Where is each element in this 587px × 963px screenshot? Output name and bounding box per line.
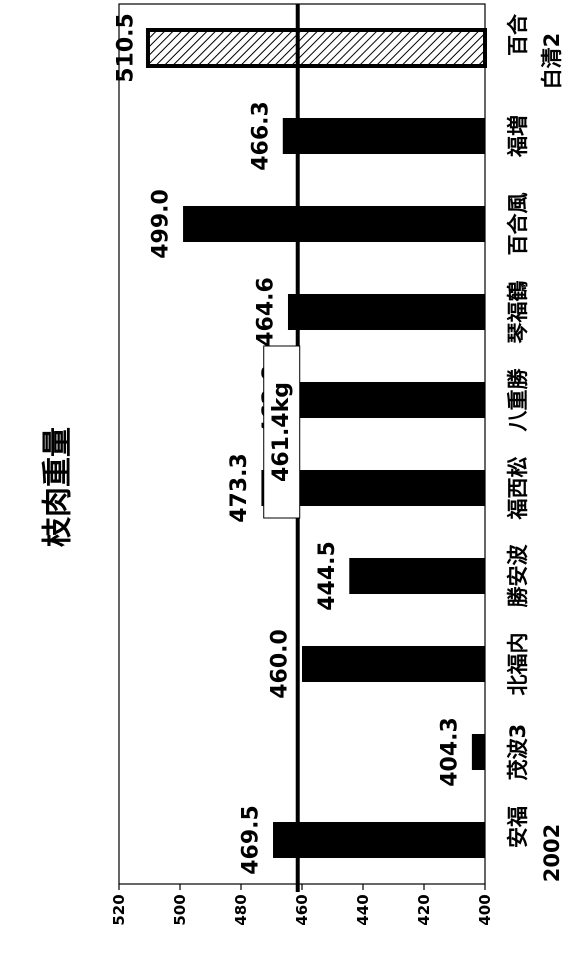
tick-label: 520: [110, 894, 128, 925]
tick-label: 420: [415, 894, 433, 925]
bar-highlighted: [145, 28, 487, 68]
category-label: 福西松: [506, 457, 530, 521]
bar: [471, 734, 485, 770]
tick-label: 480: [232, 894, 250, 925]
tick-label: 440: [354, 894, 372, 925]
category-label: 安福: [506, 806, 530, 848]
category-label: 百合: [506, 13, 530, 56]
bar-value-label: 499.0: [149, 189, 174, 259]
bar: [183, 206, 486, 242]
category-label: 福増: [506, 115, 530, 158]
bar: [282, 118, 485, 154]
tick-label: 400: [476, 894, 494, 925]
tick-label: 500: [171, 894, 189, 925]
bar: [302, 646, 485, 682]
category-sublabel: 2002: [540, 824, 564, 882]
bar-value-label: 404.3: [437, 717, 462, 787]
category-label: 八重勝: [506, 368, 530, 432]
bar-value-label: 464.6: [253, 277, 278, 347]
chart-title-group: 枝肉重量: [41, 427, 76, 547]
reference-line-group: 461.4kg: [263, 4, 301, 892]
category-label: 勝安波: [506, 544, 530, 608]
category-label: 茂波3: [506, 724, 530, 781]
bar: [349, 558, 485, 594]
reference-label-box: [263, 345, 301, 519]
bar-value-label: 510.5: [113, 13, 138, 83]
tick-label: 460: [293, 894, 311, 925]
reference-line-label: 461.4kg: [269, 382, 294, 482]
bar-value-label: 466.3: [248, 101, 273, 171]
bar-value-label: 460.0: [268, 629, 293, 699]
bar-value-label: 469.5: [239, 805, 264, 875]
bar-value-label: 473.3: [227, 453, 252, 523]
value-axis: 400 420 440 460 480 500 520: [110, 884, 494, 926]
category-label: 百合風: [506, 193, 530, 256]
bar: [273, 822, 485, 858]
category-label: 琴福鶴: [506, 281, 530, 344]
bar: [287, 294, 485, 330]
category-label: 北福内: [506, 633, 530, 696]
category-sublabel: 白清2: [540, 33, 564, 90]
bar-value-label: 444.5: [315, 541, 340, 611]
bars: [145, 28, 487, 858]
category-labels: 安福 2002 茂波3 北福内 勝安波 福西松 八重勝 琴福鶴 百合風 福増 百合 白清2: [506, 13, 564, 882]
bar: [293, 382, 485, 418]
chart-title: 枝肉重量: [41, 427, 76, 547]
